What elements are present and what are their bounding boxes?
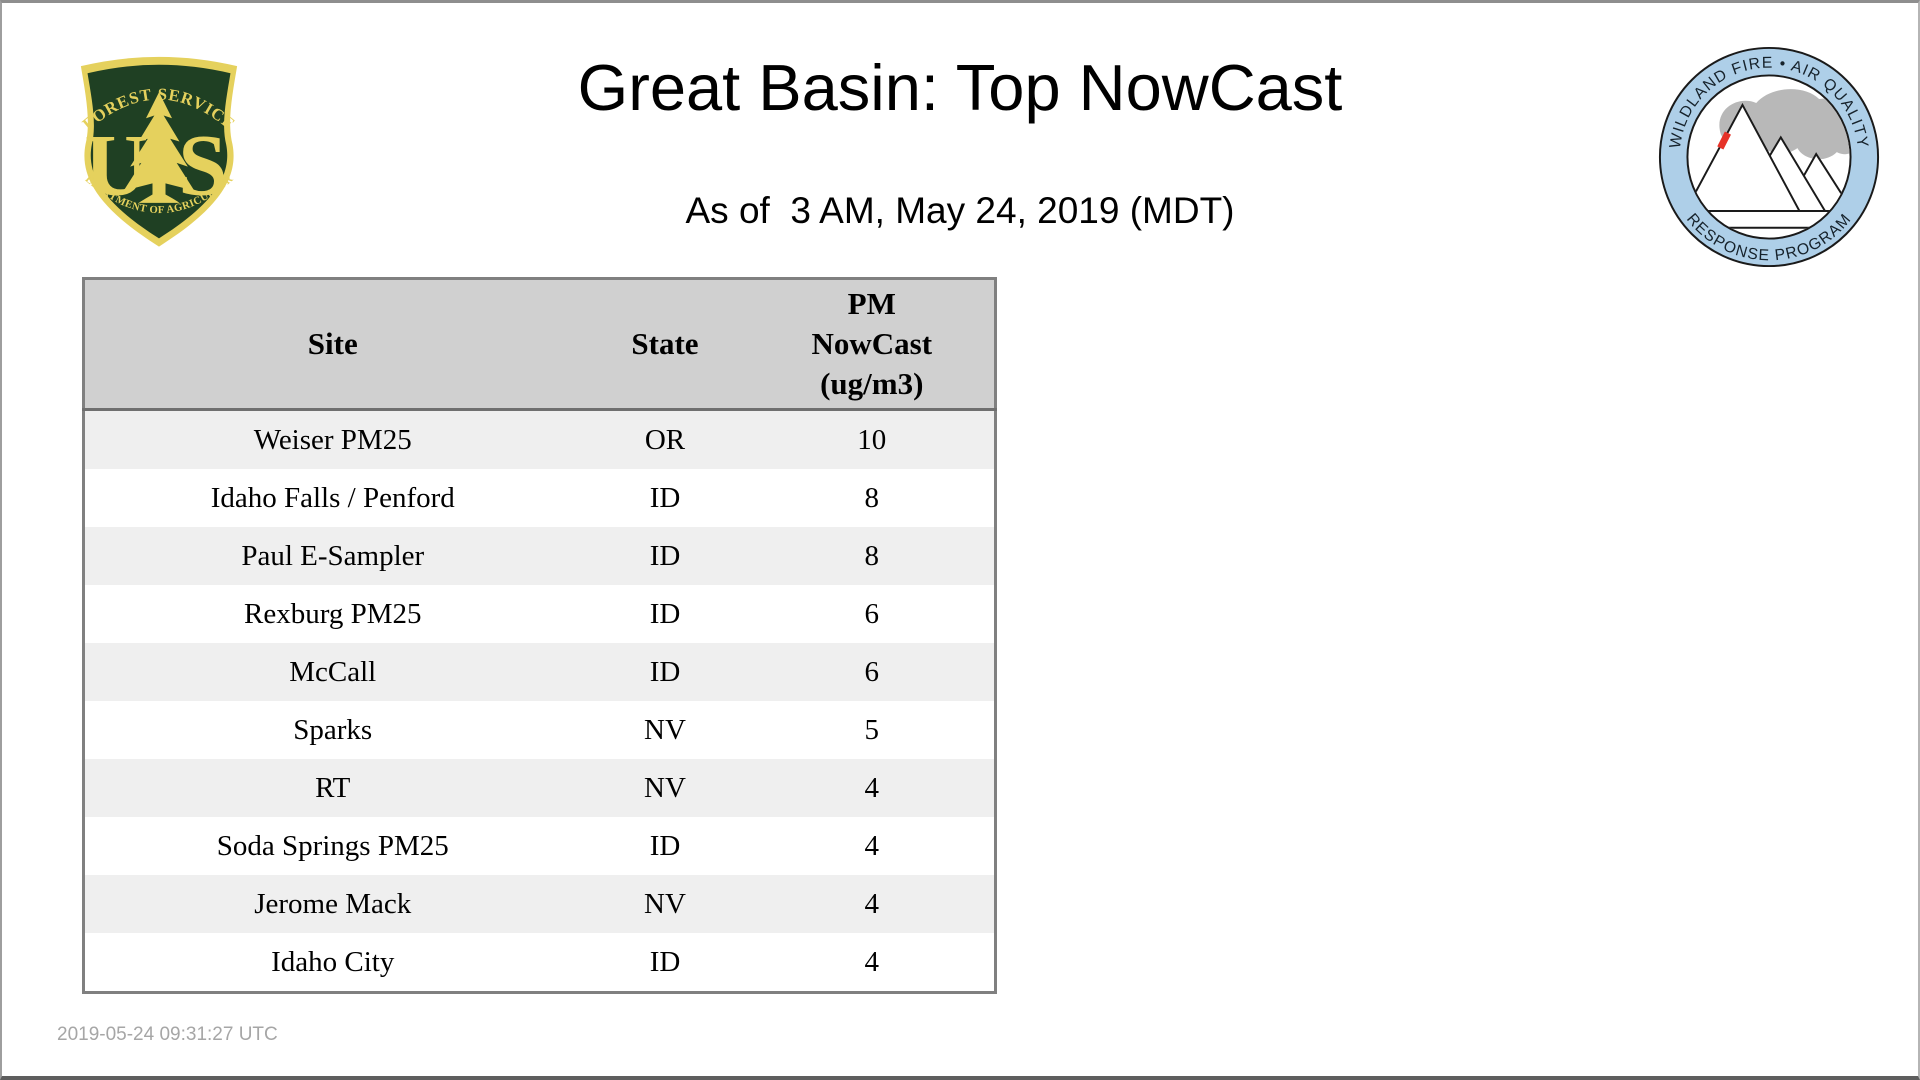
- pm-nowcast-cell: 5: [864, 713, 880, 746]
- pm-header-line2: NowCast: [811, 326, 933, 362]
- state-cell: ID: [649, 481, 681, 514]
- site-cell: McCall: [289, 655, 377, 688]
- table-row: Paul E-Sampler ID 8: [83, 527, 996, 585]
- site-cell: Soda Springs PM25: [216, 829, 449, 862]
- column-header-state: State: [580, 278, 750, 410]
- site-cell: Paul E-Sampler: [241, 539, 425, 572]
- state-cell: ID: [649, 655, 681, 688]
- generated-timestamp: 2019-05-24 09:31:27 UTC: [57, 1024, 278, 1045]
- mountains-icon: [1688, 102, 1850, 229]
- state-cell: ID: [649, 597, 681, 630]
- site-cell: Rexburg PM25: [243, 597, 422, 630]
- flame-mark-icon: [1717, 131, 1731, 150]
- pm-nowcast-cell: 6: [864, 655, 880, 688]
- page-subtitle: As of 3 AM, May 24, 2019 (MDT): [685, 190, 1235, 231]
- table-row: Idaho City ID 4: [83, 933, 996, 993]
- table-row: Idaho Falls / Penford ID 8: [83, 469, 996, 527]
- table-row: Weiser PM25 OR 10: [83, 409, 996, 469]
- table-row: Jerome Mack NV 4: [83, 875, 996, 933]
- pm-nowcast-cell: 4: [864, 829, 880, 862]
- site-cell: Jerome Mack: [254, 887, 412, 920]
- wildland-fire-air-quality-logo: WILDLAND FIRE • AIR QUALITY RESPONSE PRO…: [1658, 46, 1880, 268]
- site-cell: Idaho City: [271, 945, 395, 978]
- pm-nowcast-cell: 8: [864, 481, 880, 514]
- usfs-letter-u: U: [84, 117, 148, 215]
- nowcast-table-container: Site State PM NowCast (ug/m3) Weiser PM2…: [82, 277, 997, 994]
- column-header-pm-nowcast: PM NowCast (ug/m3): [749, 278, 996, 410]
- state-cell: ID: [649, 829, 681, 862]
- state-cell: ID: [649, 539, 681, 572]
- site-cell: Sparks: [293, 713, 373, 746]
- table-row: Rexburg PM25 ID 6: [83, 585, 996, 643]
- pm-nowcast-cell: 8: [864, 539, 880, 572]
- us-forest-service-logo: FOREST SERVICE U S DEPARTMENT OF AGRICUL…: [66, 42, 238, 247]
- page-title: Great Basin: Top NowCast: [577, 51, 1343, 124]
- state-cell: NV: [644, 713, 686, 746]
- nowcast-table-body: Weiser PM25 OR 10 Idaho Falls / Penford ID 8 P…: [83, 409, 996, 993]
- state-cell: NV: [644, 771, 686, 804]
- pm-nowcast-cell: 6: [864, 597, 880, 630]
- pm-nowcast-cell: 4: [864, 771, 880, 804]
- pm-header-line1: PM: [847, 286, 896, 322]
- site-cell: RT: [315, 771, 351, 804]
- site-cell: Idaho Falls / Penford: [210, 481, 455, 514]
- pine-tree-icon: [123, 92, 195, 203]
- table-row: Soda Springs PM25 ID 4: [83, 817, 996, 875]
- site-cell: Weiser PM25: [253, 423, 412, 456]
- table-row: Sparks NV 5: [83, 701, 996, 759]
- pm-nowcast-cell: 4: [864, 887, 880, 920]
- pm-nowcast-cell: 4: [864, 945, 880, 978]
- table-row: RT NV 4: [83, 759, 996, 817]
- table-row: McCall ID 6: [83, 643, 996, 701]
- state-cell: NV: [644, 887, 686, 920]
- state-cell: OR: [644, 423, 686, 456]
- column-header-site: Site: [83, 278, 581, 410]
- nowcast-table: Site State PM NowCast (ug/m3) Weiser PM2…: [82, 277, 997, 994]
- pm-nowcast-cell: 10: [857, 423, 887, 456]
- pm-header-line3: (ug/m3): [820, 365, 924, 401]
- table-header-row: Site State PM NowCast (ug/m3): [83, 278, 996, 410]
- state-cell: ID: [649, 945, 681, 978]
